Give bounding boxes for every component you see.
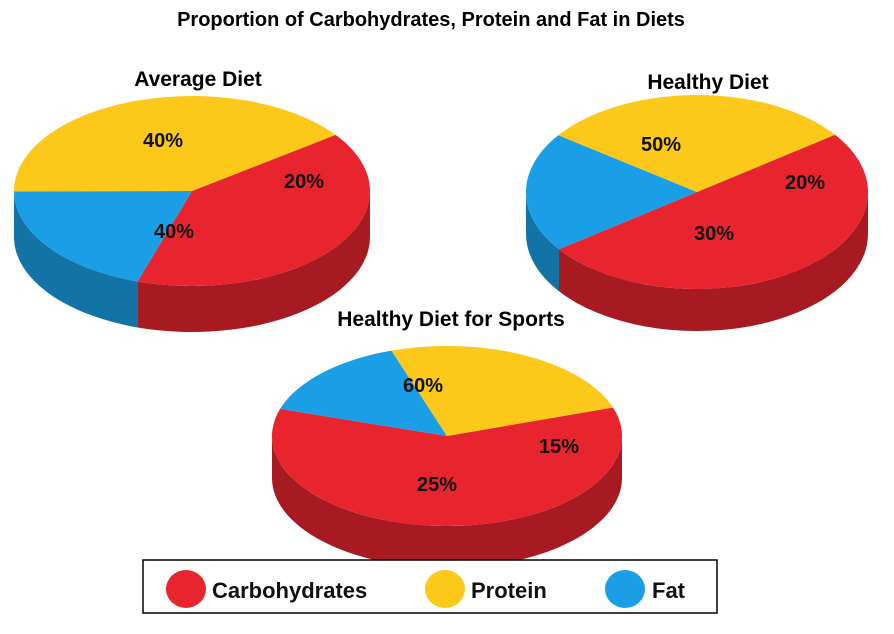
- pie-label-healthy-diet-for-sports-fat: 15%: [539, 436, 579, 458]
- pie-side-healthy-diet-for-sports-carbohydrates: [272, 436, 622, 568]
- pie-slice-healthy-diet-for-sports-carbohydrates: [272, 407, 623, 526]
- pie-healthy-diet-for-sports: 60% 25% 15%: [272, 346, 623, 568]
- pie-healthy-diet: 50% 30% 20%: [526, 95, 868, 332]
- pie-side-average-diet-carbohydrates: [137, 191, 370, 332]
- pie-side-average-diet-fat: [14, 191, 138, 328]
- pie-label-healthy-diet-fat: 20%: [785, 172, 825, 194]
- pie-slice-average-diet-protein: [14, 95, 336, 192]
- legend-label-protein: Protein: [471, 578, 547, 603]
- pie-label-healthy-diet-protein: 30%: [694, 223, 734, 245]
- legend-label-fat: Fat: [652, 578, 686, 603]
- pie-label-average-diet-fat: 20%: [284, 171, 324, 193]
- pie-title-healthy-diet-for-sports: Healthy Diet for Sports: [337, 308, 565, 331]
- pie-side-healthy-diet-fat: [526, 192, 560, 292]
- chart-title: Proportion of Carbohydrates, Protein and…: [177, 9, 685, 31]
- pie-slice-average-diet-fat: [14, 191, 193, 282]
- pie-title-average-diet: Average Diet: [134, 68, 262, 91]
- pie-slice-healthy-diet-fat: [526, 135, 697, 250]
- legend: Carbohydrates Protein Fat: [142, 559, 718, 614]
- legend-swatch-fat: [605, 570, 645, 608]
- pie-label-healthy-diet-for-sports-protein: 25%: [417, 474, 457, 496]
- pie-label-healthy-diet-for-sports-carbohydrates: 60%: [403, 375, 443, 397]
- pie-label-healthy-diet-carbohydrates: 50%: [641, 134, 681, 156]
- pie-label-average-diet-protein: 40%: [154, 221, 194, 243]
- pie-slice-healthy-diet-for-sports-protein: [391, 346, 613, 436]
- pie-title-healthy-diet: Healthy Diet: [647, 71, 768, 94]
- pie-slice-healthy-diet-protein: [558, 95, 835, 192]
- pie-slice-healthy-diet-for-sports-fat: [280, 350, 447, 436]
- pie-label-average-diet-carbohydrates: 40%: [143, 130, 183, 152]
- legend-swatch-protein: [425, 570, 465, 608]
- legend-label-carbohydrates: Carbohydrates: [212, 578, 367, 603]
- pie-slice-healthy-diet-carbohydrates: [559, 134, 868, 289]
- legend-swatch-carbohydrates: [166, 570, 206, 608]
- pie-side-healthy-diet-carbohydrates: [559, 192, 868, 332]
- pie-slice-average-diet-carbohydrates: [137, 134, 371, 286]
- pie-average-diet: 40% 40% 20%: [14, 95, 371, 332]
